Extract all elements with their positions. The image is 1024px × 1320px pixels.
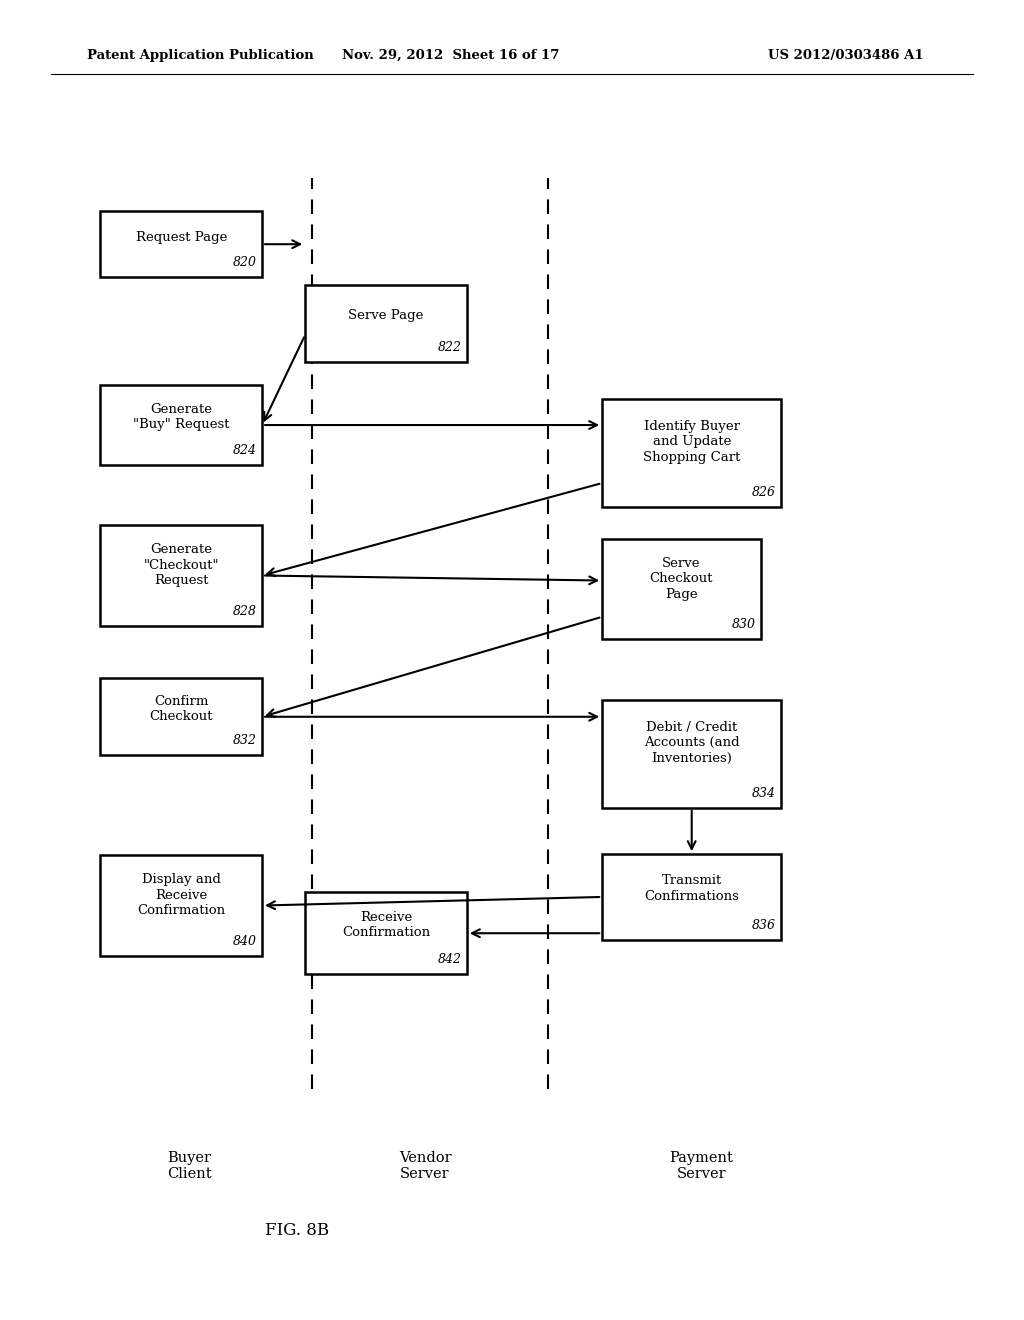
Text: FIG. 8B: FIG. 8B: [265, 1222, 329, 1238]
Text: 842: 842: [438, 953, 462, 966]
Text: 832: 832: [233, 734, 257, 747]
Bar: [305, 892, 467, 974]
Text: 840: 840: [233, 935, 257, 948]
Text: 828: 828: [233, 605, 257, 618]
Text: Confirm
Checkout: Confirm Checkout: [150, 694, 213, 723]
Text: 824: 824: [233, 444, 257, 457]
Bar: [602, 399, 781, 507]
Bar: [100, 855, 262, 956]
Bar: [100, 385, 262, 465]
Text: Generate
"Checkout"
Request: Generate "Checkout" Request: [143, 544, 219, 587]
Text: Serve
Checkout
Page: Serve Checkout Page: [649, 557, 714, 601]
Text: Receive
Confirmation: Receive Confirmation: [342, 911, 430, 940]
Text: 822: 822: [438, 341, 462, 354]
Text: 834: 834: [753, 787, 776, 800]
Text: Transmit
Confirmations: Transmit Confirmations: [644, 874, 739, 903]
Bar: [100, 525, 262, 626]
Bar: [602, 854, 781, 940]
Text: Request Page: Request Page: [135, 231, 227, 244]
Text: 836: 836: [753, 919, 776, 932]
Text: Payment
Server: Payment Server: [670, 1151, 733, 1181]
Bar: [100, 211, 262, 277]
Text: Display and
Receive
Confirmation: Display and Receive Confirmation: [137, 874, 225, 917]
Text: Generate
"Buy" Request: Generate "Buy" Request: [133, 403, 229, 432]
Text: Vendor
Server: Vendor Server: [398, 1151, 452, 1181]
Text: 826: 826: [753, 486, 776, 499]
Bar: [602, 539, 761, 639]
Bar: [602, 700, 781, 808]
Bar: [305, 285, 467, 362]
Text: Buyer
Client: Buyer Client: [167, 1151, 212, 1181]
Text: Patent Application Publication: Patent Application Publication: [87, 49, 313, 62]
Text: 820: 820: [233, 256, 257, 269]
Text: Debit / Credit
Accounts (and
Inventories): Debit / Credit Accounts (and Inventories…: [644, 721, 739, 764]
Text: 830: 830: [732, 618, 756, 631]
Bar: [100, 678, 262, 755]
Text: US 2012/0303486 A1: US 2012/0303486 A1: [768, 49, 924, 62]
Text: Nov. 29, 2012  Sheet 16 of 17: Nov. 29, 2012 Sheet 16 of 17: [342, 49, 559, 62]
Text: Identify Buyer
and Update
Shopping Cart: Identify Buyer and Update Shopping Cart: [643, 420, 740, 463]
Text: Serve Page: Serve Page: [348, 309, 424, 322]
